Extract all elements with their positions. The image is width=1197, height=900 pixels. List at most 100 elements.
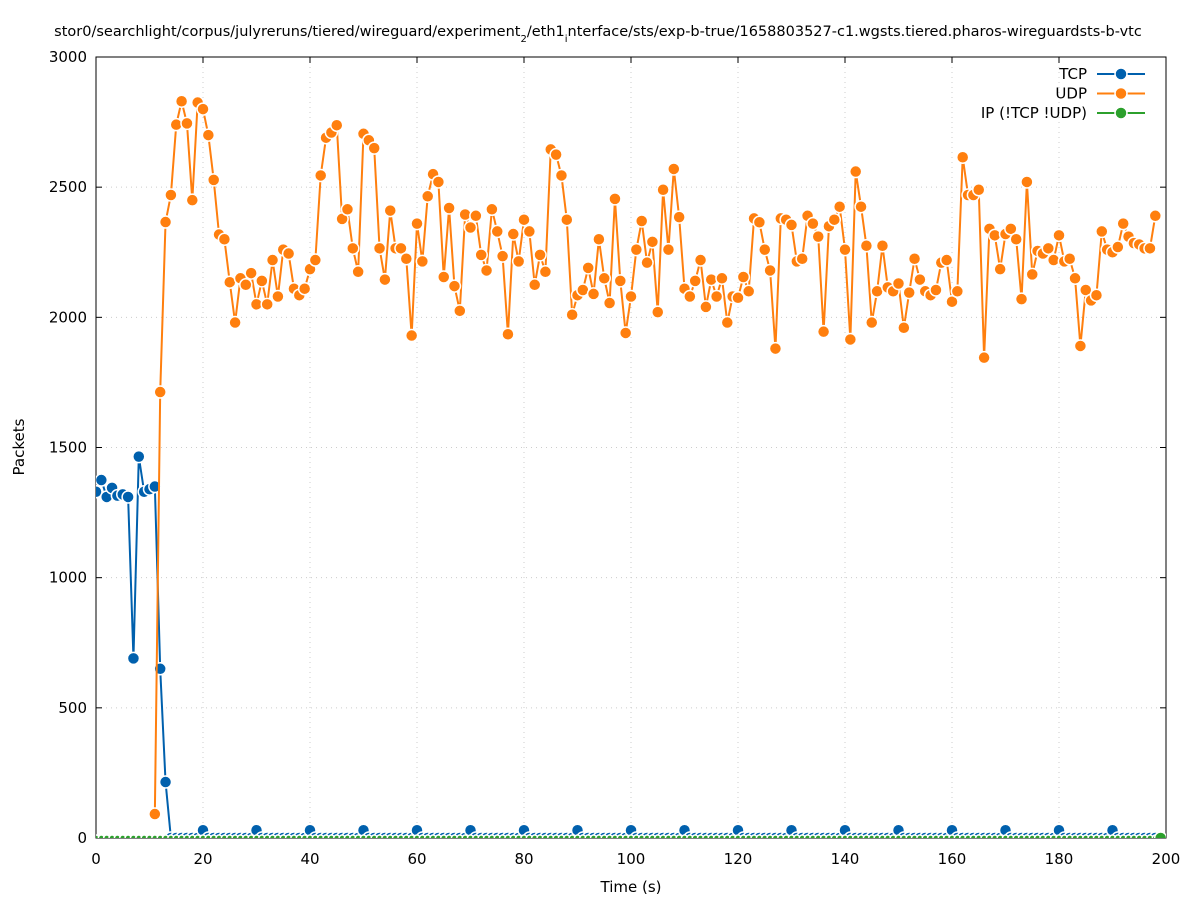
- data-point: [1073, 339, 1088, 353]
- data-point: [322, 834, 330, 838]
- data-point: [1087, 834, 1095, 838]
- data-point: [239, 278, 253, 292]
- data-point: [1023, 834, 1031, 838]
- data-point: [164, 188, 178, 202]
- data-point: [902, 285, 916, 300]
- data-point: [766, 834, 774, 838]
- data-point: [1119, 834, 1127, 838]
- data-point: [937, 834, 946, 838]
- data-point: [985, 834, 994, 838]
- data-point: [431, 175, 446, 189]
- data-point: [466, 834, 475, 838]
- data-point: [1071, 834, 1079, 838]
- data-point: [627, 834, 635, 838]
- data-point: [686, 834, 694, 838]
- data-point: [488, 834, 496, 838]
- data-point: [1114, 834, 1122, 838]
- data-point: [367, 141, 381, 155]
- data-point: [739, 834, 748, 838]
- data-point: [485, 202, 499, 217]
- data-point: [375, 834, 384, 838]
- data-point: [479, 263, 494, 278]
- data-point: [453, 304, 467, 318]
- data-point: [533, 248, 547, 262]
- data-point: [349, 834, 357, 838]
- data-point: [758, 242, 772, 257]
- data-point: [242, 834, 250, 838]
- data-point: [274, 834, 282, 838]
- data-point: [707, 834, 715, 838]
- data-point: [354, 834, 362, 838]
- x-tick-label: 20: [193, 850, 212, 868]
- data-point: [228, 315, 242, 330]
- data-point: [394, 241, 408, 256]
- data-point: [670, 834, 678, 838]
- data-point: [991, 834, 999, 838]
- data-point: [217, 232, 232, 246]
- data-point: [343, 834, 352, 838]
- data-point: [645, 235, 660, 249]
- data-point: [161, 834, 170, 838]
- data-point: [1089, 288, 1104, 302]
- data-point: [196, 102, 210, 116]
- data-point: [442, 201, 456, 215]
- data-point: [1028, 834, 1036, 838]
- data-point: [592, 232, 606, 246]
- data-point: [693, 253, 708, 267]
- y-tick-label: 2500: [49, 178, 87, 196]
- data-point: [843, 332, 858, 347]
- data-point: [113, 834, 122, 838]
- data-point: [648, 834, 657, 838]
- data-point: [838, 242, 852, 257]
- data-point: [1007, 834, 1015, 838]
- data-point: [900, 834, 908, 838]
- data-point: [1049, 834, 1058, 838]
- data-point: [1017, 834, 1026, 838]
- y-tick-label: 2000: [49, 308, 87, 326]
- data-point: [568, 834, 576, 838]
- data-point: [618, 326, 633, 340]
- data-point: [271, 289, 285, 304]
- series-ip: [96, 831, 1166, 838]
- data-point: [552, 834, 560, 838]
- data-point: [330, 118, 344, 132]
- data-point: [252, 834, 261, 838]
- data-point: [857, 834, 865, 838]
- x-tick-label: 100: [617, 850, 646, 868]
- data-point: [522, 224, 537, 239]
- data-point: [932, 834, 940, 838]
- data-point: [1020, 175, 1034, 189]
- data-point: [1124, 834, 1133, 838]
- data-point: [1062, 252, 1077, 266]
- data-point: [1060, 834, 1069, 838]
- y-tick-label: 1500: [49, 439, 87, 457]
- data-point: [102, 834, 111, 838]
- x-axis-label: Time (s): [600, 878, 662, 896]
- data-point: [921, 834, 929, 838]
- data-point: [1095, 224, 1109, 239]
- data-point: [1135, 834, 1143, 838]
- data-point: [913, 272, 927, 287]
- data-point: [97, 834, 106, 838]
- data-point: [664, 834, 673, 838]
- data-point: [346, 241, 360, 256]
- data-point: [891, 276, 906, 291]
- data-point: [493, 834, 501, 838]
- data-point: [456, 834, 464, 838]
- data-point: [1039, 834, 1047, 838]
- data-point: [624, 289, 638, 304]
- data-point: [816, 324, 831, 339]
- data-point: [370, 834, 378, 838]
- data-point: [715, 271, 729, 286]
- data-point: [977, 350, 991, 365]
- data-point: [586, 287, 601, 301]
- data-point: [381, 834, 389, 838]
- data-point: [437, 270, 451, 284]
- data-point: [964, 834, 972, 838]
- data-point: [247, 834, 255, 838]
- data-point: [602, 296, 617, 310]
- data-point: [308, 253, 323, 267]
- grid: [96, 57, 1166, 838]
- x-tick-label: 200: [1152, 850, 1181, 868]
- legend-marker: [1114, 106, 1128, 120]
